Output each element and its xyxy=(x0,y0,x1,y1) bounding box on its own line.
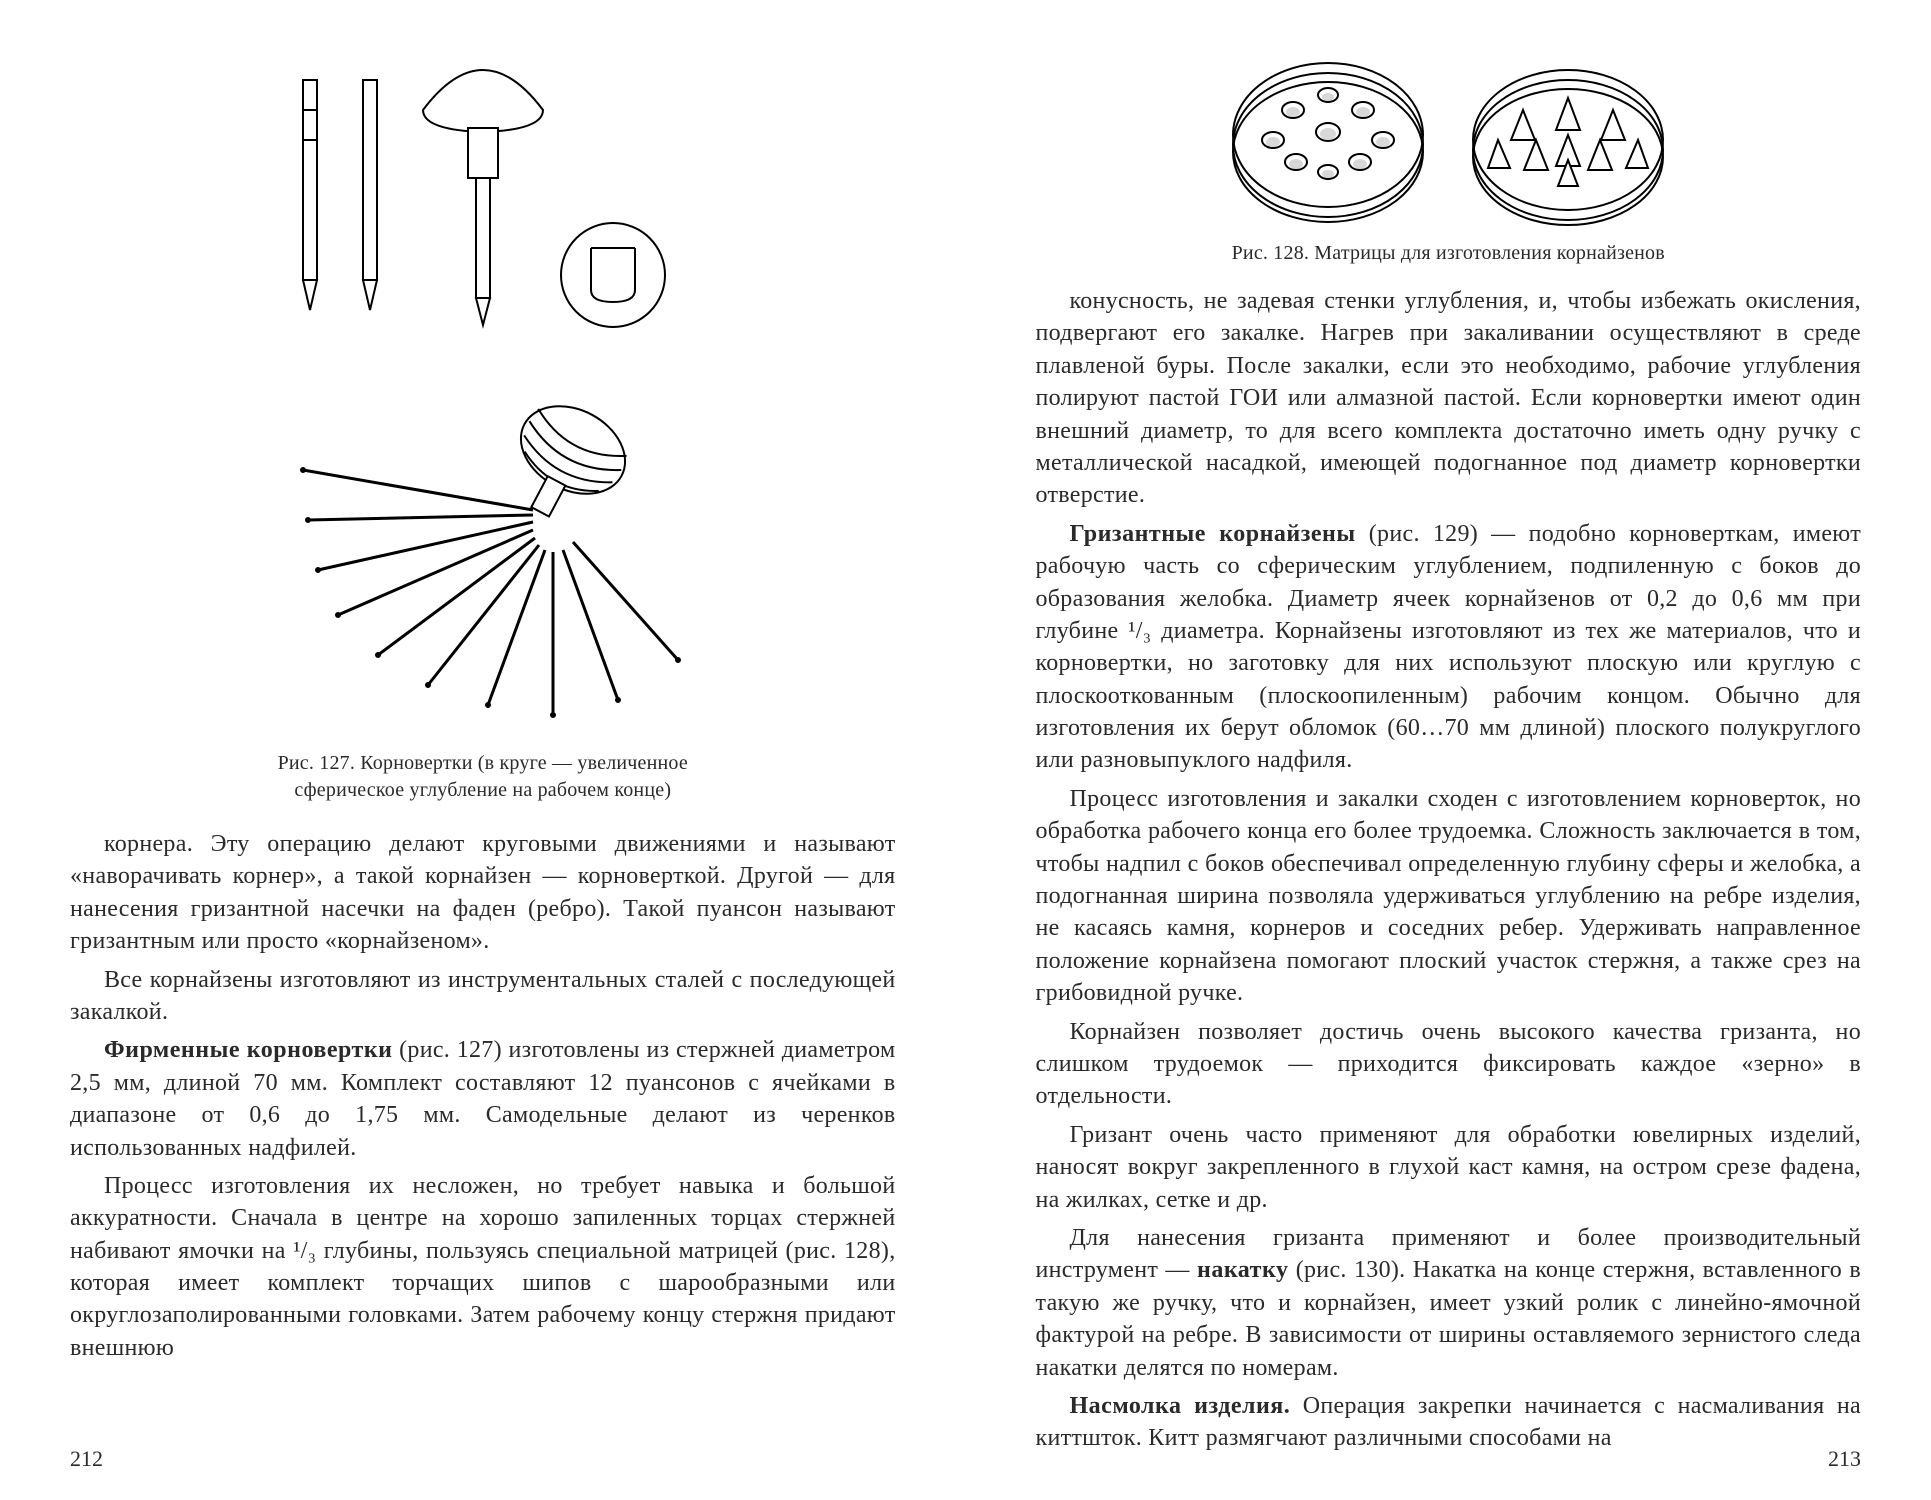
figure-127-caption: Рис. 127. Корновертки (в круге — увеличе… xyxy=(278,750,688,804)
page-left: Рис. 127. Корновертки (в круге — увеличе… xyxy=(0,0,966,1500)
right-body: конусность, не задевая стенки углубления… xyxy=(1036,285,1862,1461)
paragraph: Для нанесения гризанта применяют и более… xyxy=(1036,1222,1862,1384)
caption-line: сферическое углубление на рабочем конце) xyxy=(294,779,671,801)
term-bold: Гризантные корнайзены xyxy=(1070,521,1356,547)
caption-line: Рис. 127. Корновертки (в круге — увеличе… xyxy=(278,752,688,774)
paragraph: Фирменные корновертки (рис. 127) изготов… xyxy=(70,1034,896,1164)
paragraph: Все корнайзены изготовляют из инструмент… xyxy=(70,964,896,1029)
page-number: 212 xyxy=(70,1446,103,1472)
text-run: (рис. 129) — подобно корноверткам, имеют… xyxy=(1036,521,1862,774)
term-bold: Фирменные корновертки xyxy=(104,1037,392,1063)
left-body: корнера. Эту операцию делают круговыми д… xyxy=(70,828,896,1370)
paragraph: корнера. Эту операцию делают круговыми д… xyxy=(70,828,896,958)
paragraph: Процесс изготовления их несложен, но тре… xyxy=(70,1170,896,1364)
paragraph: Процесс изготовления и закалки сходен с … xyxy=(1036,783,1862,1010)
figure-127 xyxy=(70,40,896,740)
figure-128 xyxy=(1036,40,1862,230)
paragraph: конусность, не задевая стенки углубления… xyxy=(1036,285,1862,512)
paragraph: Корнайзен позволяет достичь очень высоко… xyxy=(1036,1016,1862,1113)
paragraph: Гризантные корнайзены (рис. 129) — подоб… xyxy=(1036,518,1862,777)
term-bold: накатку xyxy=(1197,1257,1288,1283)
book-spread: Рис. 127. Корновертки (в круге — увеличе… xyxy=(0,0,1931,1500)
page-number: 213 xyxy=(1828,1446,1861,1472)
figure-128-caption: Рис. 128. Матрицы для изготовления корна… xyxy=(1232,240,1665,267)
term-bold: Насмолка изделия. xyxy=(1070,1393,1291,1419)
paragraph: Насмолка изделия. Операция закрепки начи… xyxy=(1036,1390,1862,1455)
page-right: Рис. 128. Матрицы для изготовления корна… xyxy=(966,0,1931,1500)
paragraph: Гризант очень часто применяют для обрабо… xyxy=(1036,1119,1862,1216)
